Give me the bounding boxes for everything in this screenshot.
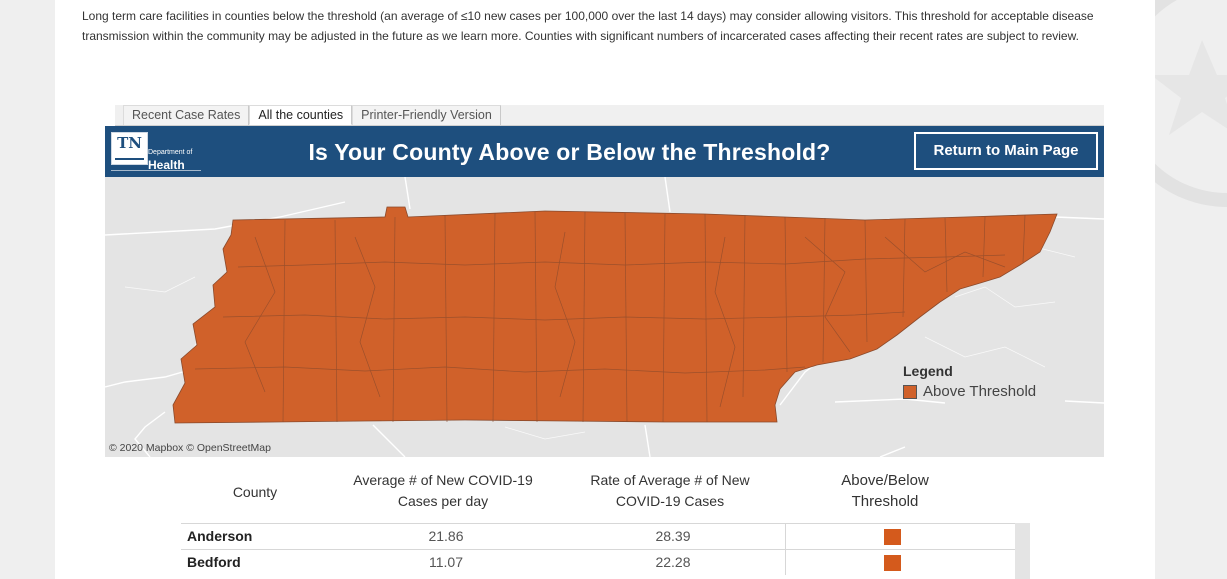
county-name: Bedford (187, 554, 241, 570)
logo-underline (111, 170, 201, 171)
table-row[interactable]: Bedford 11.07 22.28 (181, 549, 1015, 575)
county-map[interactable]: © 2020 Mapbox © OpenStreetMap Legend Abo… (105, 177, 1104, 457)
average-cases-value: 21.86 (428, 528, 464, 544)
map-legend: Legend Above Threshold (903, 363, 1036, 400)
tab-recent-case-rates[interactable]: Recent Case Rates (123, 105, 250, 125)
logo-mark: TN (117, 134, 142, 152)
rate-value: 22.28 (655, 554, 691, 570)
tab-all-the-counties[interactable]: All the counties (249, 105, 353, 125)
tn-health-logo: TN (111, 132, 148, 165)
intro-paragraph: Long term care facilities in counties be… (82, 9, 1094, 43)
column-header-rate: Rate of Average # of New COVID-19 Cases (590, 472, 750, 509)
page-title: Is Your County Above or Below the Thresh… (308, 139, 831, 165)
column-divider (785, 524, 786, 549)
table-row[interactable]: Anderson 21.86 28.39 (181, 523, 1015, 549)
logo-health-text: Health (148, 158, 185, 172)
map-canvas (105, 177, 1104, 457)
logo-rule (115, 158, 144, 160)
column-header-threshold: Above/Below Threshold (841, 472, 929, 510)
content-card: Long term care facilities in counties be… (55, 0, 1155, 579)
table-scrollbar[interactable] (1015, 523, 1030, 579)
legend-title: Legend (903, 363, 953, 379)
above-threshold-marker (884, 529, 901, 545)
above-threshold-marker (884, 555, 901, 571)
column-header-county: County (205, 470, 305, 503)
header-county-text: County (232, 484, 278, 500)
legend-swatch (903, 384, 917, 399)
county-table: Anderson 21.86 28.39 Bedford 11.07 22.28 (181, 523, 1015, 575)
dashboard-tabs: Recent Case Rates All the counties Print… (115, 105, 1104, 126)
column-header-average: Average # of New COVID-19 Cases per day (353, 472, 533, 509)
column-divider (785, 550, 786, 575)
county-lines (194, 211, 1026, 423)
average-cases-value: 11.07 (429, 554, 463, 570)
county-name: Anderson (187, 528, 253, 544)
return-to-main-button[interactable]: Return to Main Page (914, 132, 1098, 170)
legend-item: Above Threshold (903, 383, 1036, 400)
logo-department-text: Department of (148, 149, 193, 156)
dashboard-banner: TN Department of Health Is Your County A… (105, 126, 1104, 177)
rate-value: 28.39 (655, 528, 691, 544)
map-attribution: © 2020 Mapbox © OpenStreetMap (109, 442, 271, 454)
legend-label: Above Threshold (923, 383, 1037, 400)
tab-printer-friendly-version[interactable]: Printer-Friendly Version (352, 105, 501, 125)
